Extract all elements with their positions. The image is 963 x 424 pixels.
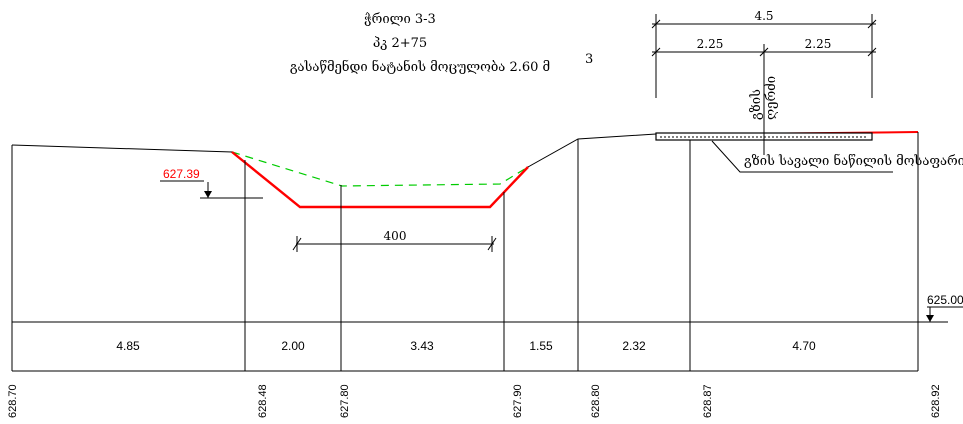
section-title: ჭრილი 3-3 — [364, 12, 436, 27]
dim-tick-slash — [867, 19, 877, 29]
segment-length: 4.85 — [116, 339, 140, 353]
dim-tick-slash — [292, 237, 302, 251]
segment-length: 2.00 — [281, 339, 305, 353]
elevation-label: 628.48 — [257, 384, 269, 418]
datum-arrow — [926, 315, 934, 322]
dim-tick-slash — [651, 19, 661, 29]
elevation-label: 627.90 — [512, 384, 524, 418]
segment-length: 2.32 — [622, 339, 646, 353]
segment-length: 3.43 — [410, 339, 434, 353]
datum-marker-label: 625.00 — [927, 293, 963, 307]
segment-length: 4.70 — [792, 339, 816, 353]
existing-bed-line — [231, 151, 529, 187]
volume-unit-superscript: 3 — [585, 52, 593, 67]
left-half-width-label: 2.25 — [697, 37, 724, 51]
elevation-label: 628.92 — [930, 384, 942, 418]
elevation-arrow — [204, 191, 212, 198]
elevation-marker-label: 627.39 — [163, 167, 200, 181]
right-half-width-label: 2.25 — [805, 37, 832, 51]
channel-width-label: 400 — [384, 229, 407, 243]
station-label: პკ 2+75 — [373, 36, 427, 51]
design-ditch-line — [231, 151, 529, 209]
total-width-label: 4.5 — [754, 9, 773, 23]
dim-tick-slash — [487, 237, 497, 251]
volume-label: გასაწმენდი ნატანის მოცულობა 2.60 მ — [290, 59, 550, 75]
dim-tick-slash — [867, 47, 877, 57]
elevation-label: 628.70 — [7, 384, 19, 418]
road-axis-label-line2: ღერძი — [764, 76, 779, 120]
road-axis-label-line1: გზის — [749, 89, 764, 120]
elevation-label: 628.87 — [702, 384, 714, 418]
pavement-note: გზის სავალი ნაწილის მოსაფარი ბ=15სმ — [744, 153, 963, 169]
pavement-note-leader — [711, 140, 893, 173]
elevation-label: 628.80 — [590, 384, 602, 418]
segment-length: 1.55 — [529, 339, 553, 353]
ground-profile-line — [11, 133, 657, 208]
dim-tick-slash — [651, 47, 661, 57]
elevation-label: 627.80 — [339, 384, 351, 418]
